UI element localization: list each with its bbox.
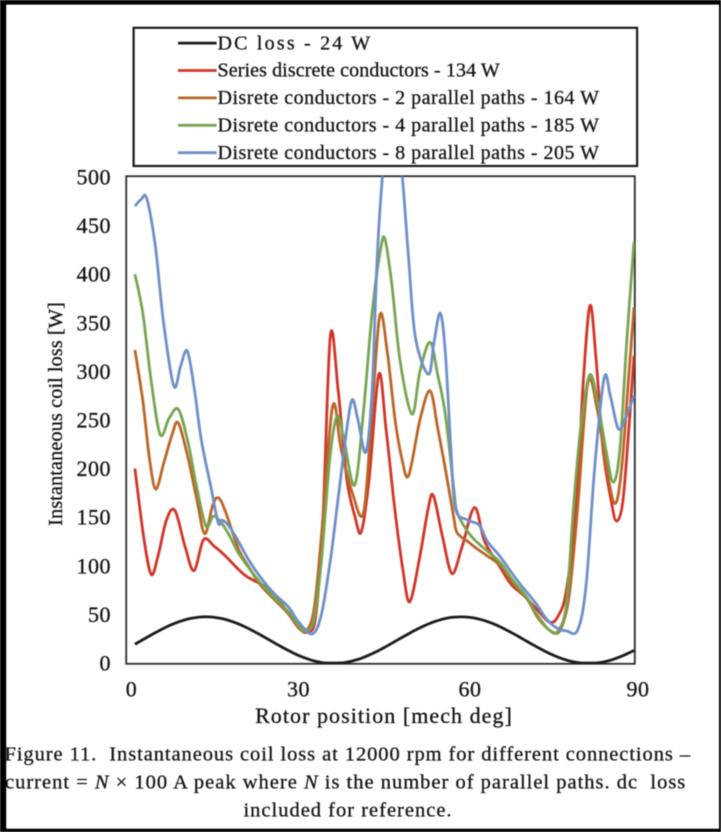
svg-text:90: 90 [627, 677, 650, 702]
svg-text:200: 200 [77, 456, 112, 481]
svg-text:Disrete conductors - 4 paralle: Disrete conductors - 4 parallel paths - … [218, 115, 600, 137]
svg-text:included for reference.: included for reference. [243, 800, 452, 822]
svg-text:60: 60 [459, 677, 482, 702]
svg-text:0: 0 [126, 677, 138, 702]
svg-text:100: 100 [77, 553, 112, 578]
svg-text:50: 50 [88, 602, 111, 627]
svg-text:Instantaneous coil loss [W]: Instantaneous coil loss [W] [45, 302, 67, 526]
svg-text:300: 300 [77, 359, 112, 384]
svg-text:150: 150 [77, 505, 112, 530]
svg-text:450: 450 [77, 213, 112, 238]
svg-text:350: 350 [77, 310, 112, 335]
svg-text:0: 0 [100, 651, 112, 676]
svg-text:250: 250 [77, 408, 112, 433]
svg-text:Disrete conductors - 2 paralle: Disrete conductors - 2 parallel paths - … [218, 87, 600, 109]
svg-text:DC loss - 24 W: DC loss - 24 W [218, 32, 373, 54]
svg-text:30: 30 [287, 677, 310, 702]
svg-text:400: 400 [77, 262, 112, 287]
svg-text:Series discrete conductors - 1: Series discrete conductors - 134 W [218, 60, 500, 82]
svg-text:Figure 11. Instantaneous coil: Figure 11. Instantaneous coil loss at 12… [5, 744, 692, 766]
svg-text:current = N × 100 A peak where: current = N × 100 A peak where N is the … [5, 772, 686, 794]
svg-text:500: 500 [77, 165, 112, 190]
svg-text:Disrete conductors - 8 paralle: Disrete conductors - 8 parallel paths - … [218, 142, 600, 164]
svg-text:Rotor position [mech deg]: Rotor position [mech deg] [255, 703, 513, 728]
